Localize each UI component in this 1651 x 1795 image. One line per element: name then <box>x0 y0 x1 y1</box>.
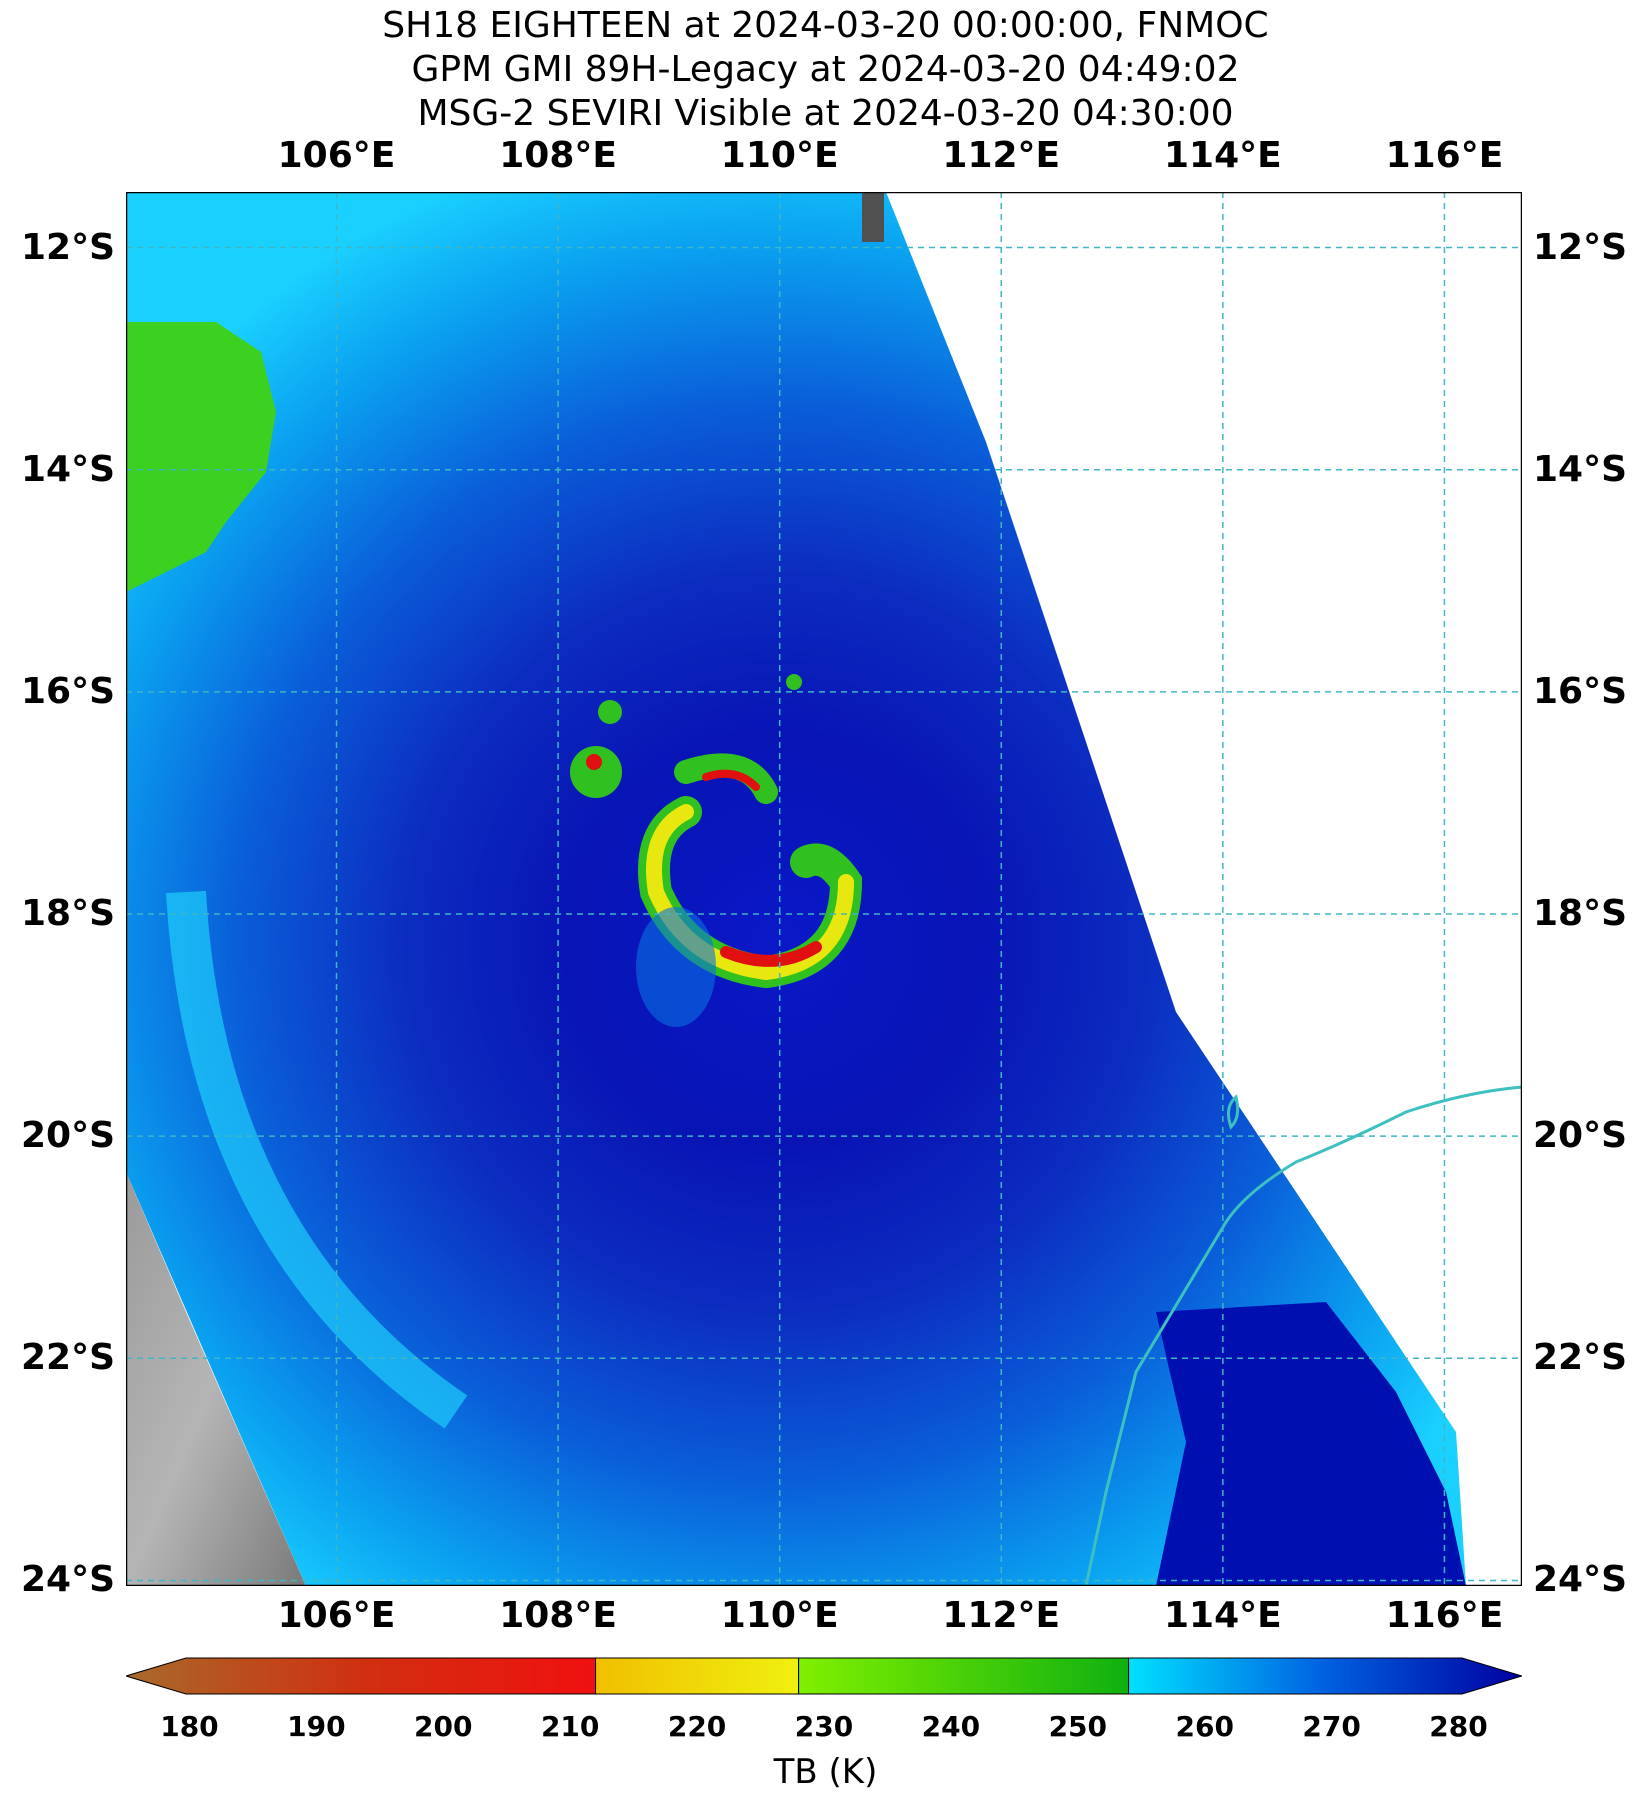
rainband-north <box>674 753 778 804</box>
title-line-2: GPM GMI 89H-Legacy at 2024-03-20 04:49:0… <box>411 49 1240 90</box>
lon-tick-label: 116°E <box>1385 1595 1504 1636</box>
colorbar-tick-label: 260 <box>1175 1710 1234 1743</box>
convective-cell-core <box>586 754 602 770</box>
lat-tick-label: 12°S <box>20 226 115 268</box>
colorbar-tick-label: 200 <box>414 1710 473 1743</box>
lon-tick-label: 112°E <box>942 135 1061 176</box>
colorbar-tick-label: 210 <box>540 1710 600 1743</box>
lat-tick-label: 18°S <box>1533 892 1628 934</box>
colorbar-segment <box>798 1657 1130 1695</box>
lon-tick-label: 108°E <box>499 135 617 176</box>
lat-tick-label: 16°S <box>20 670 115 712</box>
cold-region-lower-right <box>1156 1302 1466 1586</box>
coastline <box>1084 1085 1522 1586</box>
colorbar-segment <box>595 1657 800 1695</box>
lat-tick-label: 22°S <box>1533 1337 1628 1379</box>
colorbar-tick-label: 240 <box>921 1710 981 1743</box>
convective-cell <box>786 674 802 690</box>
outer-rainband <box>166 890 468 1429</box>
title-line-1: SH18 EIGHTEEN at 2024-03-20 00:00:00, FN… <box>382 5 1269 46</box>
lon-tick-label: 108°E <box>499 1595 617 1636</box>
convective-cell <box>570 746 622 798</box>
lat-tick-label: 24°S <box>1533 1559 1628 1601</box>
colorbar-tick-label: 270 <box>1302 1710 1361 1743</box>
colorbar-tick-label: 190 <box>287 1710 346 1743</box>
lon-tick-label: 106°E <box>277 135 396 176</box>
lon-tick-label: 116°E <box>1385 135 1504 176</box>
visible-imagery-top <box>862 192 884 242</box>
lat-tick-label: 20°S <box>20 1115 115 1157</box>
colorbar-tick-label: 250 <box>1048 1710 1108 1743</box>
title-line-3: MSG-2 SEVIRI Visible at 2024-03-20 04:30… <box>417 93 1234 134</box>
lat-tick-label: 12°S <box>1533 226 1628 268</box>
gridlines <box>126 192 1522 1586</box>
lat-tick-label: 16°S <box>1533 670 1628 712</box>
lat-tick-label: 14°S <box>20 448 115 490</box>
colorbar <box>126 1657 1522 1695</box>
lon-tick-label: 114°E <box>1163 1595 1282 1636</box>
colorbar-segment <box>126 1657 597 1695</box>
colorbar-tick-label: 280 <box>1429 1710 1488 1743</box>
lon-tick-label: 110°E <box>720 1595 839 1636</box>
storm-core <box>570 674 863 1027</box>
colorbar-segments <box>126 1657 1522 1695</box>
colorbar-title: TB (K) <box>773 1752 878 1792</box>
lon-tick-label: 112°E <box>942 1595 1061 1636</box>
eyewall-hot-spot <box>720 941 822 967</box>
convective-cell <box>598 700 622 724</box>
microwave-swath <box>126 192 1466 1586</box>
satellite-map <box>126 192 1522 1586</box>
lat-tick-label: 22°S <box>20 1337 115 1379</box>
lat-tick-label: 20°S <box>1533 1115 1628 1157</box>
colorbar-tick-label: 220 <box>667 1710 727 1743</box>
map-frame <box>126 192 1522 1586</box>
land-warm-patch <box>126 322 276 592</box>
convective-cell <box>794 848 814 868</box>
island-outline <box>1226 1094 1240 1130</box>
colorbar-tick-label: 230 <box>794 1710 854 1743</box>
visible-imagery-strip <box>126 1172 306 1586</box>
lon-tick-label: 106°E <box>277 1595 396 1636</box>
lat-tick-label: 18°S <box>20 892 115 934</box>
lat-tick-label: 24°S <box>20 1559 115 1601</box>
lon-tick-label: 114°E <box>1163 135 1282 176</box>
rainband-west <box>636 907 716 1027</box>
rainband-north-hot <box>702 769 760 791</box>
colorbar-tick-label: 180 <box>160 1710 219 1743</box>
lat-tick-label: 14°S <box>1533 448 1628 490</box>
lon-tick-label: 110°E <box>720 135 839 176</box>
colorbar-segment <box>1128 1657 1522 1695</box>
